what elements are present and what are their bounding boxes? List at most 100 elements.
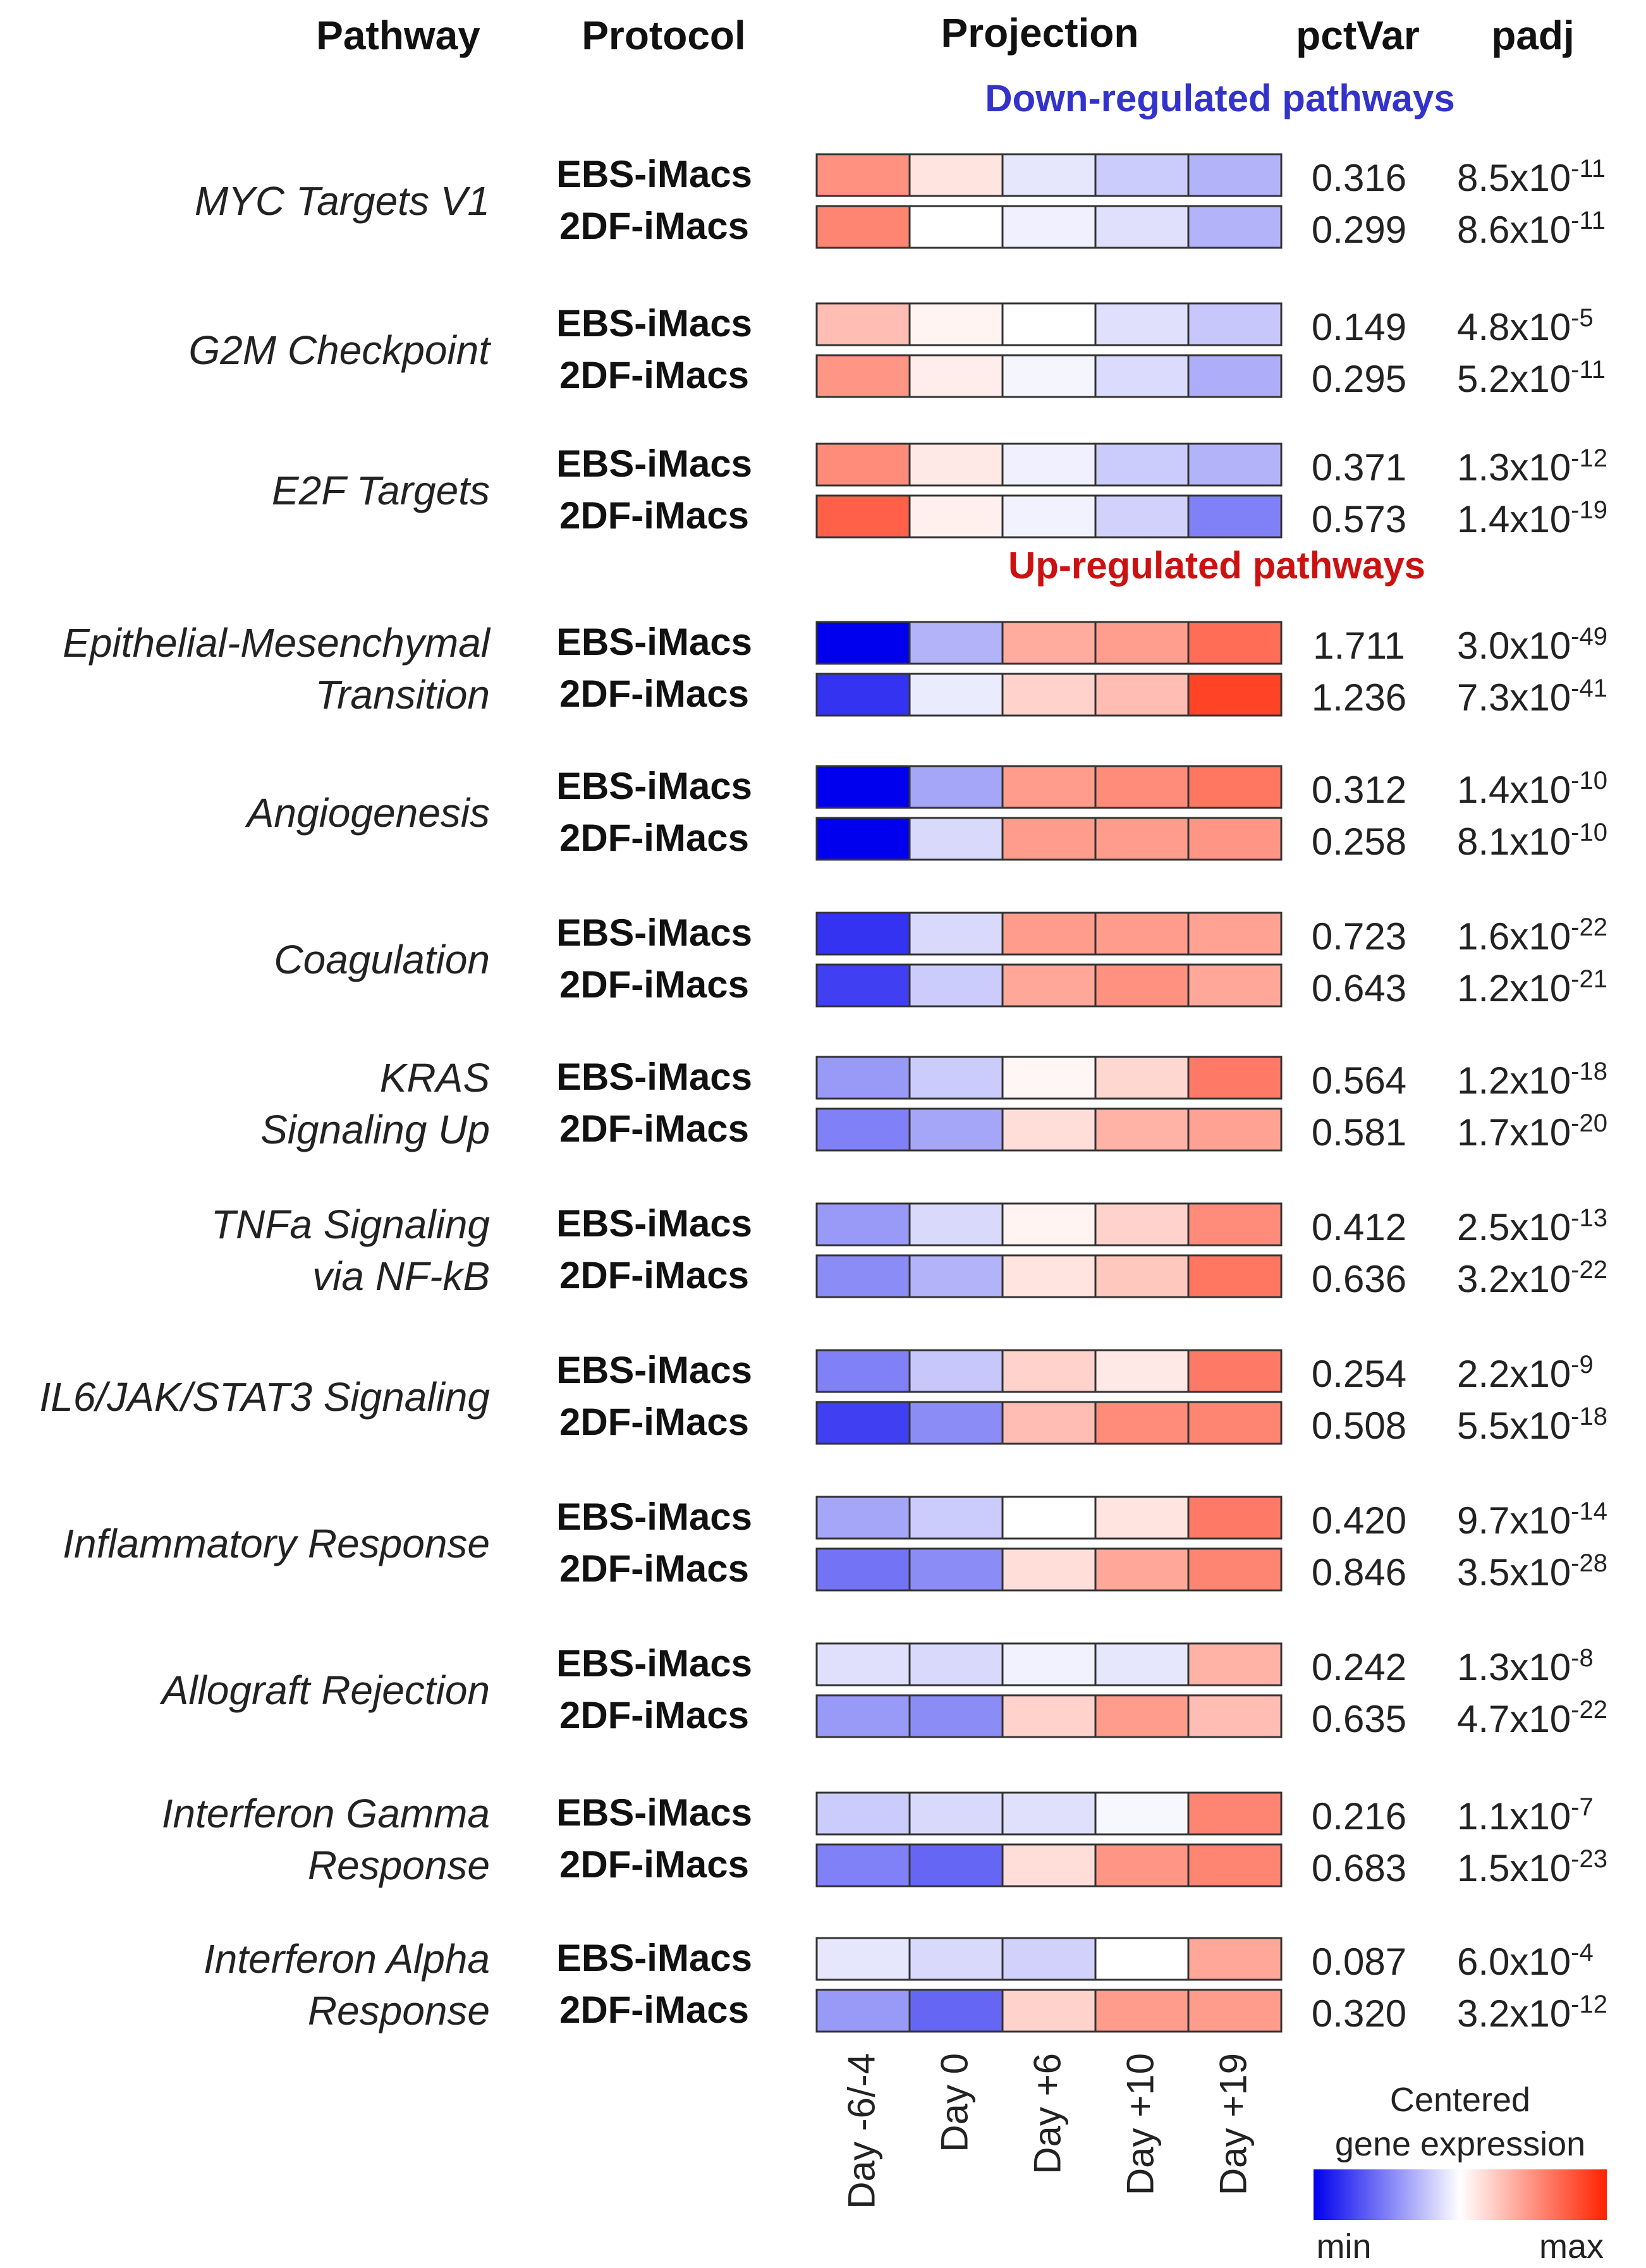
heatmap-cell bbox=[815, 963, 911, 1008]
heatmap-cell bbox=[1001, 1989, 1097, 2033]
heatmap-cell bbox=[1187, 1349, 1283, 1393]
heatmap-cell bbox=[1001, 911, 1097, 956]
heatmap-cell bbox=[1001, 621, 1097, 665]
heatmap-cell bbox=[908, 621, 1004, 665]
heatmap-cell bbox=[815, 1694, 911, 1738]
padj-exponent: -22 bbox=[1571, 1256, 1607, 1284]
protocol-label: EBS-iMacs bbox=[556, 1349, 752, 1391]
padj-mantissa: 1.5x10 bbox=[1457, 1847, 1571, 1889]
padj-exponent: -20 bbox=[1571, 1109, 1607, 1137]
padj-exponent: -14 bbox=[1571, 1497, 1607, 1525]
pctvar-value: 0.295 bbox=[1312, 358, 1406, 400]
heatmap-cell bbox=[908, 153, 1004, 197]
pctvar-value: 0.683 bbox=[1312, 1847, 1406, 1889]
heatmap-cell bbox=[1094, 354, 1190, 398]
padj-value: 1.2x10-18 bbox=[1457, 1058, 1607, 1102]
x-tick-label: Day +19 bbox=[1212, 2053, 1255, 2195]
heatmap-cell bbox=[1001, 765, 1097, 809]
padj-exponent: -5 bbox=[1571, 304, 1594, 332]
padj-mantissa: 1.7x10 bbox=[1457, 1111, 1571, 1154]
padj-mantissa: 8.6x10 bbox=[1457, 209, 1571, 251]
heatmap-cell bbox=[908, 205, 1004, 249]
padj-mantissa: 9.7x10 bbox=[1457, 1499, 1571, 1542]
heatmap-cell bbox=[908, 442, 1004, 487]
pctvar-value: 0.643 bbox=[1312, 967, 1406, 1009]
header-protocol: Protocol bbox=[582, 13, 746, 58]
heatmap-cell bbox=[1094, 911, 1190, 956]
padj-mantissa: 5.2x10 bbox=[1457, 358, 1571, 400]
padj-value: 8.5x10-11 bbox=[1457, 155, 1606, 199]
heatmap-cell bbox=[815, 1056, 911, 1100]
protocol-label: 2DF-iMacs bbox=[559, 1401, 749, 1443]
heatmap-cell bbox=[908, 1843, 1004, 1887]
heatmap-cell bbox=[908, 1547, 1004, 1592]
pctvar-value: 0.312 bbox=[1312, 769, 1406, 811]
heatmap-cell bbox=[815, 1202, 911, 1247]
heatmap-cell bbox=[1187, 963, 1283, 1008]
heatmap-cell bbox=[908, 1107, 1004, 1152]
heatmap-cell bbox=[1187, 354, 1283, 398]
protocol-label: 2DF-iMacs bbox=[559, 1254, 749, 1296]
padj-value: 3.0x10-49 bbox=[1457, 623, 1607, 667]
heatmap-cell bbox=[815, 205, 911, 249]
heatmap-cell bbox=[1094, 442, 1190, 487]
heatmap-cell bbox=[1001, 1843, 1097, 1887]
heatmap-cell bbox=[1094, 1843, 1190, 1887]
heatmap-cell bbox=[1187, 911, 1283, 956]
padj-value: 2.2x10-9 bbox=[1457, 1351, 1594, 1395]
heatmap-cell bbox=[815, 911, 911, 956]
padj-mantissa: 4.8x10 bbox=[1457, 306, 1571, 348]
heatmap-cell bbox=[908, 302, 1004, 346]
heatmap-cell bbox=[1187, 302, 1283, 346]
heatmap-cell bbox=[815, 673, 911, 717]
heatmap-cell bbox=[1001, 1202, 1097, 1247]
heatmap-cell bbox=[908, 1791, 1004, 1836]
header-projection: Projection bbox=[941, 10, 1139, 56]
padj-mantissa: 3.5x10 bbox=[1457, 1551, 1571, 1594]
pathway-name-line: TNFa Signaling bbox=[211, 1202, 491, 1247]
padj-value: 8.1x10-10 bbox=[1457, 819, 1607, 863]
pathway-name-line: Signaling Up bbox=[260, 1107, 490, 1152]
protocol-label: EBS-iMacs bbox=[556, 442, 752, 485]
pathway-name-line: Transition bbox=[315, 672, 490, 717]
protocol-label: EBS-iMacs bbox=[556, 1791, 752, 1834]
pctvar-value: 0.087 bbox=[1312, 1941, 1406, 1983]
padj-exponent: -12 bbox=[1571, 1991, 1607, 2018]
padj-value: 4.8x10-5 bbox=[1457, 304, 1594, 348]
heatmap-cell bbox=[1001, 354, 1097, 398]
heatmap-cell bbox=[1001, 205, 1097, 249]
padj-mantissa: 2.2x10 bbox=[1457, 1353, 1571, 1395]
padj-value: 1.4x10-19 bbox=[1457, 496, 1607, 540]
heatmap-cell bbox=[1094, 817, 1190, 861]
padj-value: 5.5x10-18 bbox=[1457, 1403, 1607, 1447]
legend-max-label: max bbox=[1539, 2228, 1604, 2265]
heatmap-cell bbox=[1001, 1056, 1097, 1100]
pctvar-value: 0.420 bbox=[1312, 1499, 1406, 1542]
heatmap-cell bbox=[1094, 1107, 1190, 1152]
heatmap-cell bbox=[1001, 153, 1097, 197]
heatmap-cell bbox=[1187, 494, 1283, 539]
heatmap-cell bbox=[815, 302, 911, 346]
padj-exponent: -11 bbox=[1571, 155, 1606, 183]
padj-exponent: -8 bbox=[1571, 1644, 1594, 1672]
protocol-label: EBS-iMacs bbox=[556, 153, 752, 195]
pctvar-value: 0.573 bbox=[1312, 498, 1406, 540]
heatmap-cell bbox=[1001, 302, 1097, 346]
padj-exponent: -22 bbox=[1571, 1696, 1607, 1724]
heatmap-cell bbox=[1001, 1937, 1097, 1981]
heatmap-cell bbox=[1187, 442, 1283, 487]
heatmap-cell bbox=[908, 1642, 1004, 1686]
padj-exponent: -13 bbox=[1571, 1204, 1607, 1232]
heatmap-cell bbox=[908, 1056, 1004, 1100]
heatmap-cell bbox=[1001, 963, 1097, 1008]
heatmap-cell bbox=[908, 911, 1004, 956]
padj-value: 1.6x10-22 bbox=[1457, 913, 1607, 958]
pathway-name: IL6/JAK/STAT3 Signaling bbox=[39, 1374, 490, 1420]
heatmap-cell bbox=[1187, 1107, 1283, 1152]
pathway-name-line: via NF-kB bbox=[312, 1253, 490, 1299]
padj-exponent: -18 bbox=[1571, 1403, 1607, 1430]
heatmap-cell bbox=[1094, 1349, 1190, 1393]
pctvar-value: 0.258 bbox=[1312, 820, 1406, 863]
pathway-name: E2F Targets bbox=[272, 468, 490, 513]
padj-exponent: -10 bbox=[1571, 819, 1607, 846]
